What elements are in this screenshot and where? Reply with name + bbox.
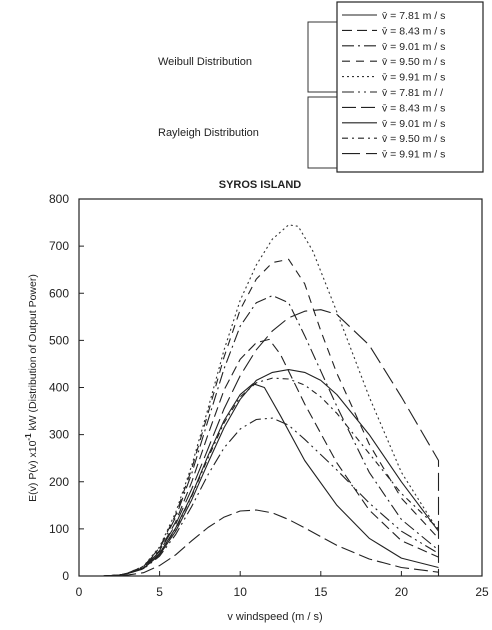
legend-entry-label: v̄ = 8.43 m / s (382, 102, 445, 114)
y-tick-label: 700 (49, 239, 69, 253)
y-axis-label-prefix: E(v) P(v) x10 (27, 440, 39, 501)
legend-bracket-rayleigh (307, 96, 337, 169)
x-tick-label: 25 (475, 585, 489, 599)
legend-box (336, 1, 484, 173)
legend-group-weibull: Weibull Distribution (158, 56, 252, 68)
y-tick-label: 100 (49, 522, 69, 536)
y-tick-label: 500 (49, 333, 69, 347)
series-line-rayleigh-4 (103, 377, 439, 577)
legend: Weibull Distribution Rayleigh Distributi… (158, 1, 484, 173)
series-line-rayleigh-3 (103, 369, 439, 577)
series-line-weibull-1 (103, 383, 439, 577)
y-tick-label: 600 (49, 286, 69, 300)
y-tick-label: 200 (49, 475, 69, 489)
legend-group-rayleigh: Rayleigh Distribution (158, 127, 259, 139)
legend-entry-label: v̄ = 9.50 m / s (382, 133, 445, 145)
x-tick-label: 15 (314, 585, 328, 599)
legend-entry-label: v̄ = 9.01 m / s (382, 41, 445, 53)
chart-title: SYROS ISLAND (219, 179, 302, 191)
legend-entry-label: v̄ = 9.91 m / s (382, 149, 445, 161)
series-line-rayleigh-5 (103, 309, 440, 577)
legend-entry-label: v̄ = 9.50 m / s (382, 56, 445, 68)
series-line-weibull-5 (103, 224, 439, 577)
y-axis-label: E(v) P(v) x10-1 kW (Distribution of Outp… (24, 274, 39, 502)
y-tick-label: 800 (49, 192, 69, 206)
y-tick-label: 300 (49, 428, 69, 442)
x-tick-label: 0 (76, 585, 83, 599)
series-line-weibull-3 (103, 295, 439, 577)
legend-entry-label: v̄ = 7.81 m / / (382, 87, 443, 99)
x-tick-label: 5 (156, 585, 163, 599)
legend-bracket-weibull (307, 21, 337, 93)
legend-entry-label: v̄ = 9.91 m / s (382, 72, 445, 84)
x-axis-label: v windspeed (m / s) (227, 611, 322, 623)
y-axis-label-suffix: kW (Distribution of Output Power) (27, 274, 39, 433)
legend-entry-label: v̄ = 7.81 m / s (382, 10, 445, 22)
y-tick-label: 400 (49, 381, 69, 395)
y-axis-label-exponent: -1 (24, 433, 33, 441)
series-line-rayleigh-2 (103, 509, 439, 577)
x-tick-label: 10 (234, 585, 248, 599)
legend-entry-label: v̄ = 8.43 m / s (382, 25, 445, 37)
y-tick-label: 0 (62, 569, 69, 583)
legend-entry-label: v̄ = 9.01 m / s (382, 118, 445, 130)
x-tick-label: 20 (395, 585, 409, 599)
